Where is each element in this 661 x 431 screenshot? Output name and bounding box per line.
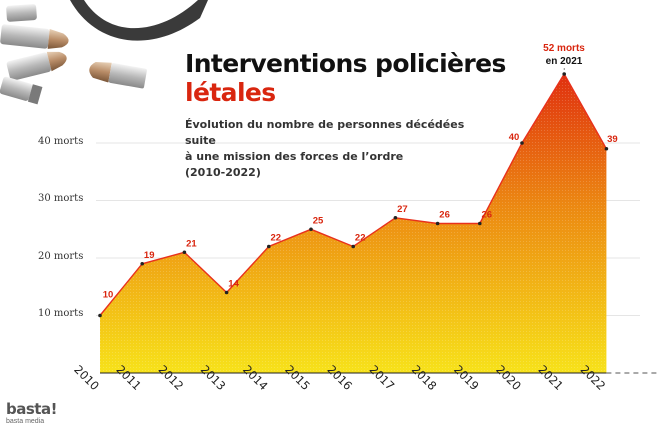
data-label-2011: 19 xyxy=(144,250,155,261)
chart-title-line1: Interventions policières xyxy=(185,49,506,78)
data-point-2014 xyxy=(267,244,271,249)
subtitle-line: à une mission des forces de l’ordre xyxy=(185,150,404,163)
data-label-2010: 10 xyxy=(103,290,114,301)
data-point-2022 xyxy=(604,146,609,151)
data-label-2014: 22 xyxy=(271,233,282,244)
data-point-2015 xyxy=(309,227,313,232)
data-label-2017: 27 xyxy=(397,204,408,215)
data-label-2022: 39 xyxy=(607,134,618,145)
subtitle-line: (2010-2022) xyxy=(185,166,261,179)
basta-logo: basta! basta media xyxy=(6,402,58,428)
data-points xyxy=(98,72,609,318)
y-tick-label-30: 30 morts xyxy=(38,193,84,204)
decorative-bullets xyxy=(0,0,208,105)
y-tick-label-10: 10 morts xyxy=(38,308,84,319)
y-tick-label-40: 40 morts xyxy=(38,136,84,147)
data-point-2021 xyxy=(562,72,566,76)
subtitle-line: Évolution du nombre de personnes décédée… xyxy=(185,118,465,147)
peak-callout: 52 morts en 2021 xyxy=(534,42,594,68)
data-label-2012: 21 xyxy=(186,238,197,249)
data-label-2016: 22 xyxy=(355,233,366,244)
data-label-2015: 25 xyxy=(313,215,324,226)
data-labels: 10 19 21 14 22 25 22 27 26 26 40 39 xyxy=(103,132,618,301)
data-point-2011 xyxy=(140,261,144,266)
x-tick-label-2010: 2010 xyxy=(71,362,102,393)
data-point-2019 xyxy=(478,221,482,226)
area-texture xyxy=(100,74,607,373)
logo-text: basta! xyxy=(6,400,57,418)
data-point-2016 xyxy=(351,244,356,249)
data-label-2013: 14 xyxy=(228,279,239,290)
peak-callout-value: 52 morts xyxy=(543,43,585,54)
data-label-2018: 26 xyxy=(439,210,450,221)
logo-subtext: basta media xyxy=(6,418,45,425)
chart-title-line2: létales xyxy=(185,78,276,107)
data-label-2020: 40 xyxy=(509,132,520,143)
y-tick-label-20: 20 morts xyxy=(38,251,84,262)
data-point-2013 xyxy=(224,290,229,295)
peak-callout-year: en 2021 xyxy=(545,56,583,67)
data-point-2018 xyxy=(435,221,440,226)
data-label-2019: 26 xyxy=(482,210,493,221)
chart-subtitle: Évolution du nombre de personnes décédée… xyxy=(185,117,475,181)
data-point-2020 xyxy=(520,141,524,145)
data-point-2010 xyxy=(98,313,102,318)
data-point-2017 xyxy=(393,215,398,220)
handcuff-strap xyxy=(70,0,208,41)
data-point-2012 xyxy=(182,250,187,255)
